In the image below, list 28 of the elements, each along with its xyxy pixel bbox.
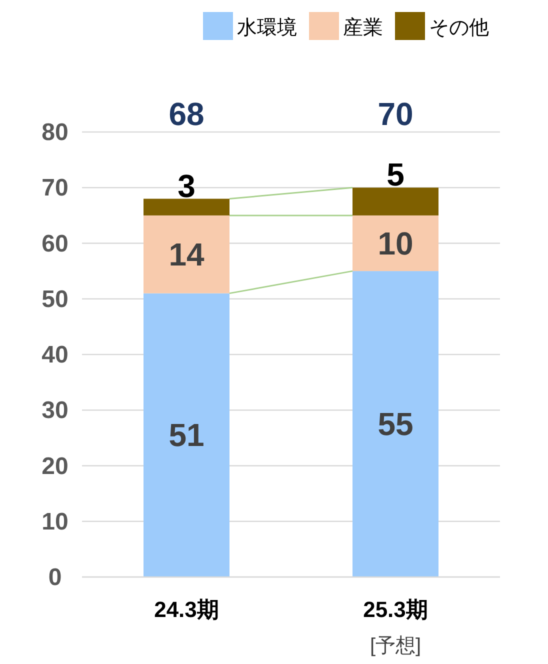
- data-label: 10: [378, 225, 414, 262]
- bar: [352, 215, 438, 272]
- y-tick-label: 10: [42, 508, 68, 536]
- y-tick-label: 70: [42, 174, 68, 202]
- legend-label: 水環境: [237, 17, 297, 39]
- y-tick-label: 40: [42, 342, 68, 368]
- bar: [352, 271, 438, 577]
- y-tick-label: 60: [42, 230, 68, 258]
- bar: [144, 198, 230, 216]
- total-label: 68: [168, 96, 204, 132]
- bar: [144, 215, 230, 294]
- y-tick-label: 0: [48, 564, 62, 591]
- data-label: 55: [378, 406, 414, 442]
- legend-label: その他: [429, 17, 489, 39]
- y-tick-label: 20: [42, 452, 68, 480]
- data-label: 3: [178, 168, 196, 204]
- y-tick-label: 30: [42, 397, 68, 424]
- data-label: 51: [168, 417, 204, 454]
- x-tick-label: 24.3期: [154, 597, 219, 622]
- data-label: 5: [386, 156, 404, 193]
- data-label: 14: [168, 236, 204, 272]
- x-tick-label: 25.3期 [予想]: [363, 597, 428, 657]
- legend-label: 産業: [343, 17, 383, 39]
- bar: [352, 188, 438, 216]
- y-tick-label: 50: [42, 286, 68, 313]
- y-tick-label: 80: [42, 119, 68, 146]
- total-label: 70: [378, 96, 414, 132]
- bar: [144, 293, 230, 577]
